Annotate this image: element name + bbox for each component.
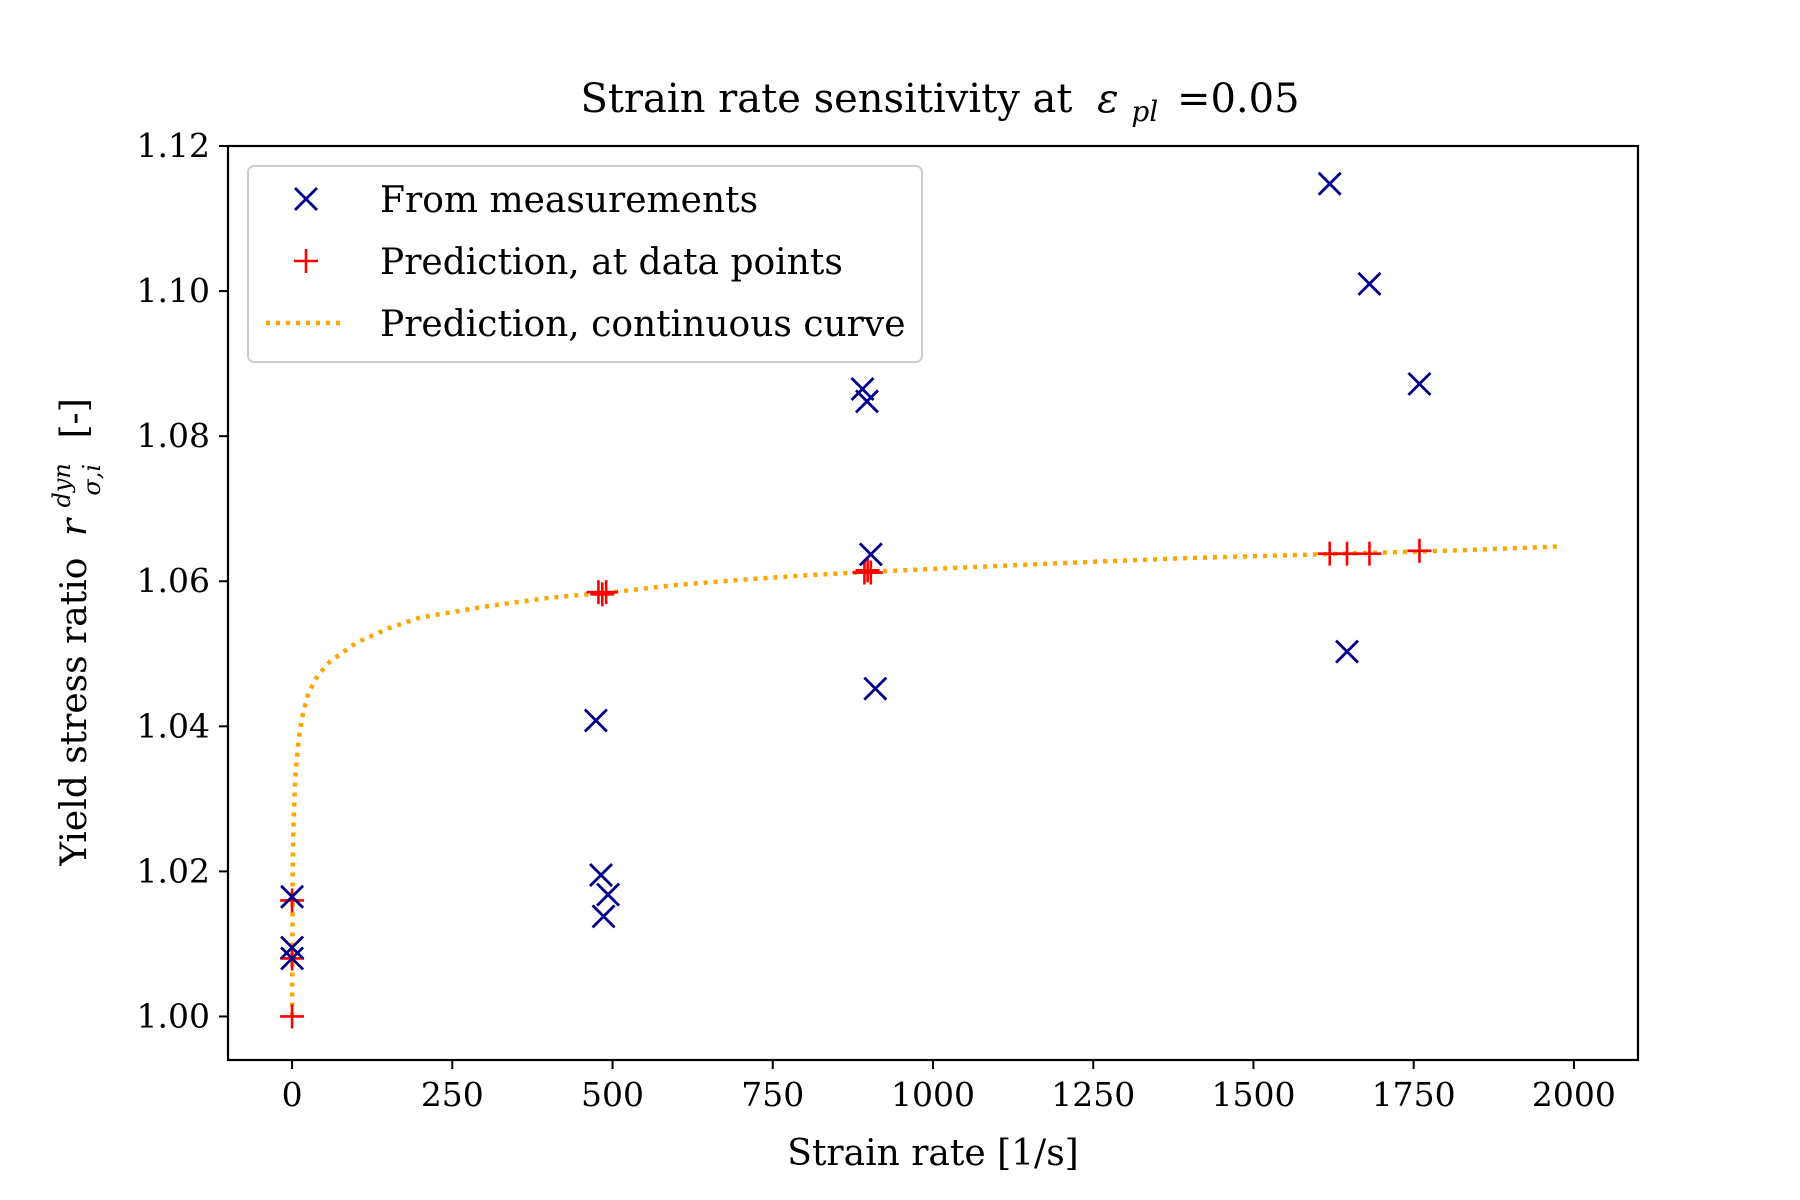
y-axis-title-symbol: r bbox=[54, 517, 95, 536]
measurement-point bbox=[589, 863, 613, 888]
legend-label-measurements: From measurements bbox=[380, 180, 758, 221]
x-axis-title: Strain rate [1/s] bbox=[787, 1133, 1078, 1174]
y-axis-title-superscript: dyn bbox=[48, 463, 76, 507]
plot-area bbox=[280, 171, 1562, 1029]
legend-label-prediction-points: Prediction, at data points bbox=[380, 242, 843, 283]
x-tick-label: 1000 bbox=[891, 1075, 975, 1114]
chart-title-subscript: pl bbox=[1131, 95, 1158, 128]
measurement-point bbox=[1335, 639, 1360, 664]
legend: From measurements Prediction, at data poi… bbox=[247, 165, 923, 363]
y-axis-title-text: Yield stress ratio bbox=[54, 558, 95, 867]
x-tick-label: 2000 bbox=[1532, 1075, 1616, 1114]
measurement-point bbox=[863, 676, 888, 701]
chart-title-text: Strain rate sensitivity at bbox=[580, 76, 1072, 122]
y-tick-label: 1.06 bbox=[137, 561, 210, 600]
prediction-point bbox=[594, 580, 619, 605]
legend-handle-prediction-points bbox=[294, 249, 318, 273]
y-tick-label: 1.12 bbox=[137, 126, 210, 165]
prediction-point bbox=[280, 1004, 305, 1029]
prediction-point bbox=[590, 582, 615, 607]
measurement-point bbox=[591, 904, 616, 929]
y-axis-ticks: 1.00 1.02 1.04 1.06 1.08 1.10 1.12 bbox=[137, 126, 228, 1035]
measurement-point bbox=[1317, 171, 1342, 196]
measurement-point bbox=[596, 882, 621, 907]
chart-title-value: =0.05 bbox=[1177, 76, 1300, 122]
measurement-point bbox=[1407, 371, 1432, 396]
chart-title: Strain rate sensitivity at ε pl =0.05 bbox=[580, 76, 1299, 131]
x-tick-label: 1250 bbox=[1051, 1075, 1135, 1114]
legend-box bbox=[247, 165, 923, 363]
measurement-points-layer bbox=[280, 171, 1432, 971]
y-tick-label: 1.02 bbox=[137, 851, 210, 890]
measurement-point bbox=[280, 946, 305, 971]
x-tick-label: 250 bbox=[421, 1075, 484, 1114]
prediction-point bbox=[1357, 541, 1382, 566]
y-tick-label: 1.08 bbox=[137, 416, 210, 455]
prediction-point bbox=[280, 888, 305, 913]
x-tick-label: 750 bbox=[741, 1075, 804, 1114]
legend-handle-measurements bbox=[294, 187, 318, 211]
measurement-point bbox=[280, 935, 305, 960]
x-tick-label: 0 bbox=[282, 1075, 303, 1114]
measurement-point bbox=[1357, 271, 1382, 296]
x-axis-ticks: 0 250 500 750 1000 1250 1500 1750 2000 bbox=[282, 1060, 1616, 1114]
prediction-point bbox=[855, 558, 880, 583]
x-tick-label: 1750 bbox=[1372, 1075, 1456, 1114]
prediction-point bbox=[1335, 541, 1360, 566]
y-tick-label: 1.10 bbox=[137, 271, 210, 310]
prediction-curve-line bbox=[289, 544, 1562, 1017]
y-axis-title-unit: [-] bbox=[54, 398, 95, 438]
x-tick-label: 500 bbox=[581, 1075, 644, 1114]
chart-title-symbol: ε bbox=[1097, 76, 1118, 122]
measurement-point bbox=[583, 708, 608, 733]
prediction-points-layer bbox=[280, 538, 1432, 1029]
measurement-point bbox=[854, 389, 879, 414]
y-tick-label: 1.04 bbox=[137, 706, 210, 745]
measurement-point bbox=[858, 542, 883, 567]
prediction-point bbox=[1407, 538, 1432, 563]
measurement-point bbox=[280, 884, 305, 909]
measurement-point bbox=[850, 377, 875, 401]
axes-frame bbox=[226, 144, 1640, 1062]
x-tick-label: 1500 bbox=[1211, 1075, 1295, 1114]
prediction-curve-layer bbox=[289, 544, 1562, 1017]
legend-label-prediction-curve: Prediction, continuous curve bbox=[380, 304, 906, 345]
y-tick-label: 1.00 bbox=[137, 996, 210, 1035]
prediction-point bbox=[858, 560, 883, 585]
y-axis-title-subscript: σ,i bbox=[78, 464, 106, 496]
y-axis-title: Yield stress ratio r dyn σ,i [-] bbox=[38, 398, 109, 867]
